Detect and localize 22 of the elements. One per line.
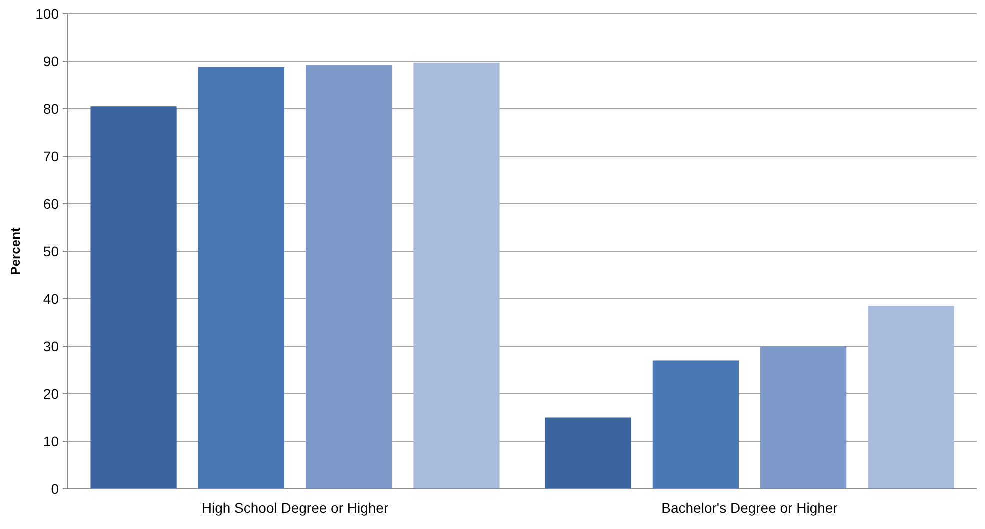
bar [545, 418, 632, 489]
x-tick-label: High School Degree or Higher [202, 500, 389, 516]
y-tick-label: 90 [43, 53, 60, 70]
y-tick-label: 50 [43, 243, 60, 260]
bar [652, 360, 739, 489]
bar [306, 65, 392, 489]
y-axis-title: Percent [8, 226, 23, 276]
y-tick-label: 60 [43, 196, 60, 212]
bar [198, 67, 284, 489]
bar [868, 306, 954, 489]
y-tick-label: 100 [36, 6, 60, 22]
y-tick-label: 40 [43, 290, 60, 307]
y-tick-label: 30 [43, 338, 60, 354]
y-tick-label: 20 [43, 386, 60, 402]
bar [90, 106, 177, 489]
y-tick-label: 70 [43, 148, 60, 164]
y-tick-label: 80 [43, 100, 60, 117]
bar [760, 346, 847, 489]
y-tick-label: 10 [43, 433, 60, 450]
y-tick-label: 0 [51, 480, 60, 497]
x-tick-label: Bachelor's Degree or Higher [662, 500, 838, 516]
bar [414, 62, 500, 489]
